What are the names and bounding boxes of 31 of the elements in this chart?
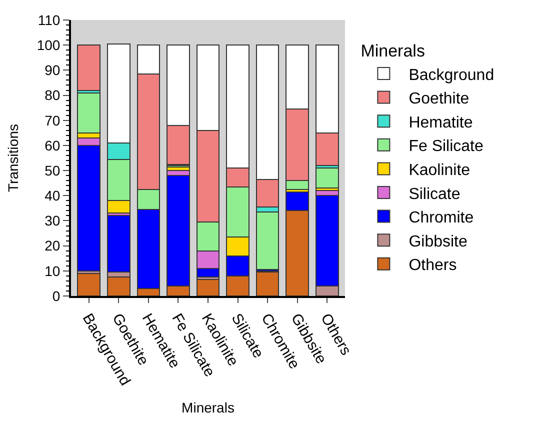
bar: [256, 272, 280, 296]
bar: [77, 44, 101, 91]
y-tick-label: 110: [38, 12, 60, 28]
legend-label: Background: [408, 66, 494, 84]
y-tick-label: 10: [44, 262, 60, 279]
bar: [106, 276, 130, 296]
y-tick-label: 100: [36, 36, 60, 53]
y-tick-label: 90: [44, 62, 60, 78]
legend-label: Goethite: [408, 90, 470, 108]
y-tick-label: 30: [44, 212, 60, 229]
y-tick-label: 40: [44, 188, 60, 204]
legend-label: Hematite: [408, 114, 473, 132]
legend-title: Minerals: [360, 42, 425, 61]
legend-label: Others: [408, 257, 457, 274]
y-tick-label: 20: [44, 238, 60, 254]
y-tick-label: 0: [52, 288, 60, 304]
bar: [196, 279, 220, 296]
y-tick-label: 60: [44, 137, 60, 154]
bar: [315, 168, 339, 189]
legend-label: Kaolinite: [408, 162, 470, 179]
x-axis-title: Minerals: [182, 399, 234, 416]
bar: [256, 211, 280, 270]
legend-label: Silicate: [408, 186, 460, 203]
y-axis-title: Transitions: [4, 124, 21, 192]
y-tick-label: 80: [44, 87, 60, 104]
legend-label: Fe Silicate: [408, 138, 484, 156]
y-tick-label: 50: [44, 162, 60, 178]
legend-label: Gibbsite: [408, 233, 468, 250]
legend-label: Chromite: [408, 210, 474, 227]
bar: [77, 272, 101, 296]
y-tick-label: 70: [44, 112, 60, 128]
